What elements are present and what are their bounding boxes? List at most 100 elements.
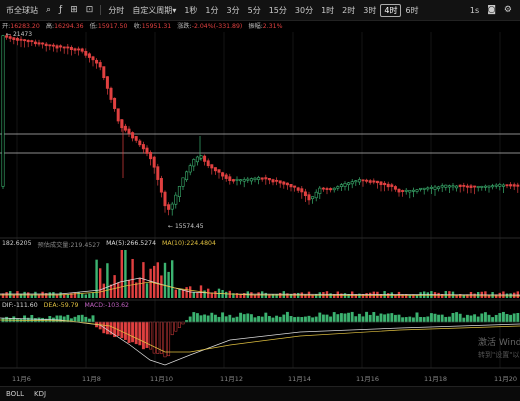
volume-bar (156, 262, 159, 298)
boll-indicator-button[interactable]: BOLL (6, 390, 24, 398)
macd-bar (491, 317, 495, 323)
kdj-indicator-button[interactable]: KDJ (34, 390, 47, 398)
macd-bar (498, 313, 502, 323)
period-3h[interactable]: 3时 (363, 5, 377, 15)
volume-bar (207, 288, 210, 298)
volume-bar (408, 294, 411, 298)
candle-body (271, 179, 275, 183)
macd-bar (440, 314, 444, 323)
chart-type-label[interactable]: 分时 (108, 5, 125, 15)
period-5m[interactable]: 5分 (247, 5, 261, 15)
candle-body (462, 185, 466, 187)
volume-bar (293, 293, 296, 298)
macd-bar (159, 321, 163, 354)
candle-body (19, 38, 23, 41)
volume-bar (12, 294, 15, 298)
candle-body (59, 45, 63, 48)
volume-bar (397, 291, 401, 298)
volume-bar (268, 294, 271, 298)
candle-body (505, 184, 509, 187)
volume-bar (138, 277, 141, 298)
ma10-value: MA(10):224.4804 (162, 240, 216, 247)
period-4h[interactable]: 4时 (380, 3, 402, 17)
macd-bar (199, 315, 203, 323)
volume-bar (167, 271, 170, 298)
macd-bar (249, 314, 253, 323)
candle-body (278, 180, 282, 184)
candle-body (8, 36, 12, 39)
candle-body (307, 194, 311, 201)
volume-bar (235, 293, 239, 298)
activation-watermark-sub: 转到"设置"以 (478, 351, 520, 359)
camera-icon[interactable]: ◙ (487, 5, 496, 15)
volume-indicator-readout: 182.6205 预估成交量:219.4527 MA(5):266.5274 M… (0, 240, 216, 249)
candle-body (37, 42, 41, 45)
macd-bar (411, 317, 415, 323)
candle-body (480, 185, 484, 188)
candle-body (113, 97, 117, 109)
volume-bar (361, 293, 365, 298)
volume-bar (30, 294, 33, 298)
volume-bar (70, 293, 73, 298)
period-2h[interactable]: 2时 (342, 5, 356, 15)
volume-bar (19, 293, 23, 298)
dea-value: DEA:-59.79 (43, 302, 79, 309)
candle-body (98, 62, 102, 68)
volume-bar (282, 291, 285, 298)
indicator-icon[interactable]: ƒ (59, 5, 63, 15)
settings-icon[interactable]: ⚙ (503, 5, 512, 15)
x-label: 11月12 (220, 375, 244, 383)
candle-body (5, 35, 9, 38)
realtime-1s[interactable]: 1s (469, 5, 480, 15)
volume-bar (415, 294, 419, 298)
candle-body (487, 185, 491, 188)
grid-icon[interactable]: ⊞ (70, 5, 78, 15)
candle-body (512, 184, 516, 187)
macd-bar (307, 315, 311, 323)
macd-bar (177, 321, 181, 328)
period-1s[interactable]: 1秒 (184, 5, 198, 15)
low-readout: 低:15917.50 (89, 23, 128, 30)
period-6h[interactable]: 6时 (405, 5, 419, 15)
exchange-title[interactable]: 币全球站 (6, 5, 38, 15)
period-3m[interactable]: 3分 (226, 5, 240, 15)
candle-body (404, 189, 408, 192)
compare-icon[interactable]: ⊡ (85, 5, 94, 15)
candle-body (267, 177, 271, 181)
search-icon[interactable]: ⌕ (46, 5, 52, 15)
period-1h[interactable]: 1时 (321, 5, 335, 15)
volume-bar (433, 292, 437, 298)
macd-bar (325, 314, 329, 323)
volume-bar (73, 292, 77, 298)
candle-body (221, 172, 225, 177)
macd-bar (321, 314, 325, 323)
candle-body (422, 187, 426, 190)
period-1m[interactable]: 1分 (205, 5, 219, 15)
macd-bar (318, 312, 322, 323)
candle-body (285, 182, 289, 186)
candle-body (1, 35, 5, 187)
volume-bar (149, 268, 152, 298)
custom-period-button[interactable]: 自定义周期▾ (132, 5, 177, 15)
volume-bar (99, 268, 102, 298)
macd-bar (444, 316, 448, 323)
macd-bar (267, 316, 271, 323)
volume-bar (376, 291, 379, 298)
period-15m[interactable]: 15分 (268, 5, 287, 15)
macd-bar (195, 313, 199, 323)
macd-bar (105, 321, 109, 335)
macd-bar (451, 313, 455, 323)
macd-bar (473, 314, 477, 323)
candlestick-chart[interactable] (0, 0, 520, 386)
candle-body (213, 167, 217, 172)
candle-body (393, 186, 397, 190)
candle-body (62, 46, 66, 49)
volume-bar (405, 294, 408, 298)
macd-bar (246, 313, 250, 323)
candle-body (368, 180, 372, 183)
volume-bar (394, 294, 397, 298)
period-30m[interactable]: 30分 (294, 5, 314, 15)
candle-body (66, 46, 70, 49)
divider (100, 5, 102, 15)
high-price-marker: ← 21473 (6, 31, 33, 38)
